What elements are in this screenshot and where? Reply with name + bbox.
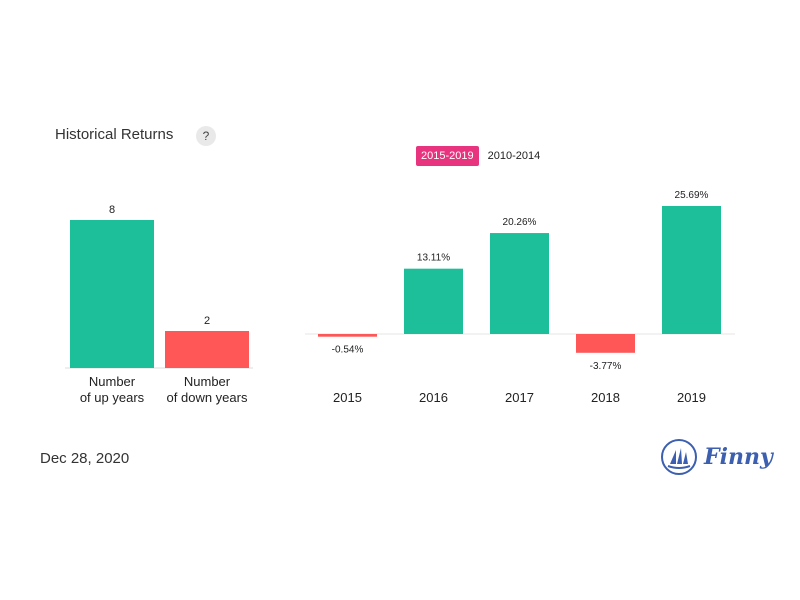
category-label: of up years — [80, 390, 145, 405]
sailboat-logo-icon — [661, 439, 697, 475]
brand-name: Finny — [704, 444, 773, 470]
bar — [70, 220, 154, 368]
data-label: 20.26% — [503, 217, 537, 228]
period-tabs: 2015-2019 2010-2014 — [416, 146, 545, 166]
help-icon[interactable]: ? — [196, 126, 216, 146]
brand-logo: Finny — [660, 438, 773, 476]
data-label: -0.54% — [332, 345, 364, 356]
data-label: 8 — [109, 204, 115, 216]
chart-title: Historical Returns — [55, 126, 174, 143]
category-label: Number — [184, 374, 231, 389]
tab-2015-2019[interactable]: 2015-2019 — [416, 146, 479, 166]
category-label: of down years — [167, 390, 248, 405]
data-label: -3.77% — [590, 361, 622, 372]
x-tick-label: 2015 — [333, 390, 362, 405]
bar — [662, 206, 721, 334]
bar — [318, 334, 377, 337]
x-tick-label: 2019 — [677, 390, 706, 405]
bar — [576, 334, 635, 353]
category-label: Number — [89, 374, 136, 389]
bar — [490, 233, 549, 334]
data-label: 2 — [204, 315, 210, 327]
data-label: 13.11% — [417, 253, 450, 264]
x-tick-label: 2017 — [505, 390, 534, 405]
bar — [404, 268, 463, 334]
tab-2010-2014[interactable]: 2010-2014 — [487, 150, 541, 162]
data-label: 25.69% — [675, 190, 709, 201]
x-tick-label: 2016 — [419, 390, 448, 405]
x-tick-label: 2018 — [591, 390, 620, 405]
as-of-date: Dec 28, 2020 — [40, 450, 130, 467]
bar — [165, 331, 249, 368]
